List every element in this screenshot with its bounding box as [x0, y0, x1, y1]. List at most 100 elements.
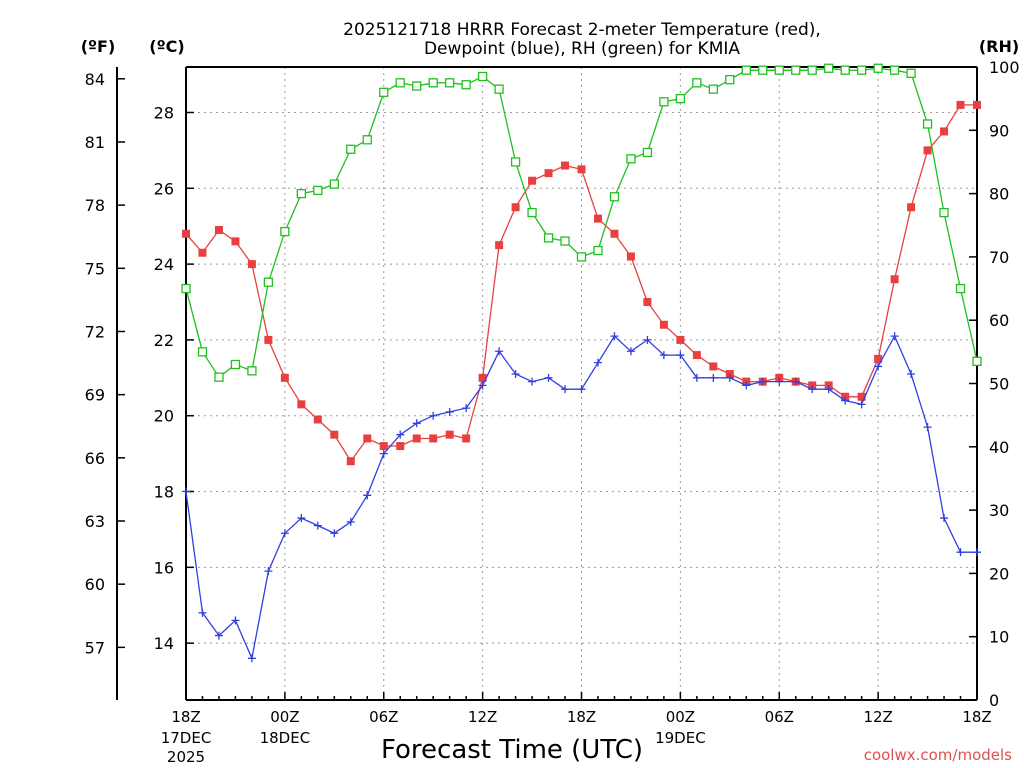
rh-point-41	[856, 65, 867, 75]
rh-point-18	[477, 71, 488, 82]
rh-point-19	[494, 84, 504, 94]
dewpoint-point-25	[593, 358, 602, 367]
temperature-point-16	[445, 430, 454, 439]
rh-point-0	[181, 283, 191, 294]
x-tick-label-3: 12Z	[468, 708, 497, 726]
fahrenheit-tick-label-5: 69	[85, 386, 105, 405]
dewpoint-point-46	[940, 514, 949, 523]
dewpoint-point-14	[412, 419, 421, 428]
rh-point-20	[510, 157, 521, 167]
rh-point-13	[395, 78, 405, 88]
rh-point-6	[280, 226, 290, 237]
x-tick-label-7: 12Z	[863, 708, 892, 726]
temperature-point-41	[857, 392, 866, 401]
temperature-point-31	[692, 351, 701, 360]
dewpoint-point-6	[280, 529, 289, 538]
x-tick-label-6: 06Z	[765, 708, 794, 726]
temperature-point-18	[478, 373, 487, 382]
temperature-point-22	[544, 169, 553, 178]
temperature-point-19	[495, 241, 504, 250]
rh-point-42	[873, 63, 883, 73]
x-tick-label-5: 00Z	[666, 708, 695, 726]
dewpoint-point-27	[626, 347, 635, 356]
dewpoint-line	[185, 334, 977, 661]
rh-point-27	[626, 154, 636, 164]
rh-point-15	[428, 78, 438, 88]
rh-point-1	[197, 347, 208, 357]
temperature-point-11	[363, 434, 372, 443]
credit-text: coolwx.com/models	[864, 746, 1012, 764]
gridlines	[186, 67, 977, 700]
dewpoint-point-4	[247, 654, 256, 663]
rh-point-47	[955, 283, 966, 294]
dewpoint-point-2	[214, 631, 223, 640]
rh-series	[181, 63, 982, 382]
chart-title-line1: 2025121718 HRRR Forecast 2-meter Tempera…	[343, 20, 821, 40]
dewpoint-point-16	[445, 407, 454, 416]
dewpoint-point-15	[429, 411, 438, 420]
rh-point-26	[609, 192, 620, 202]
rh-tick-label-0: 100	[989, 58, 1020, 77]
dewpoint-point-19	[495, 347, 504, 356]
dewpoint-point-11	[363, 491, 372, 500]
temperature-point-7	[297, 400, 306, 409]
dewpoint-point-32	[709, 373, 718, 382]
temperature-point-32	[709, 362, 718, 371]
temperature-point-20	[511, 203, 520, 212]
rh-point-31	[692, 78, 702, 88]
rh-point-14	[412, 81, 422, 91]
rh-tick-label-4: 60	[989, 311, 1009, 330]
rh-tick-label-8: 20	[989, 564, 1009, 583]
dewpoint-point-17	[462, 404, 471, 413]
rh-point-45	[922, 119, 933, 129]
rh-point-10	[346, 144, 356, 154]
dewpoint-point-40	[841, 396, 850, 405]
rh-point-40	[840, 65, 850, 75]
dewpoint-point-38	[808, 385, 817, 394]
rh-point-38	[807, 65, 817, 75]
fahrenheit-unit-label: (ºF)	[81, 37, 116, 56]
temperature-point-4	[247, 260, 256, 269]
celsius-tick-label-3: 22	[154, 331, 174, 350]
temperature-point-46	[940, 127, 949, 136]
dewpoint-point-34	[742, 381, 751, 390]
x-tick-date-1: 18DEC	[260, 729, 311, 747]
dewpoint-point-26	[610, 332, 619, 341]
rh-point-25	[593, 245, 603, 256]
rh-point-4	[247, 366, 257, 376]
rh-tick-label-7: 30	[989, 501, 1009, 520]
celsius-tick-label-4: 20	[154, 407, 174, 426]
dewpoint-point-8	[313, 521, 322, 530]
rh-point-7	[296, 188, 307, 199]
rh-point-28	[642, 147, 653, 158]
temperature-point-26	[610, 229, 619, 238]
dewpoint-point-0	[182, 487, 190, 496]
rh-point-44	[906, 68, 916, 78]
rh-point-36	[774, 65, 784, 75]
dewpoint-point-37	[791, 377, 800, 386]
rh-point-29	[659, 97, 669, 107]
temperature-point-2	[214, 225, 223, 234]
temperature-point-44	[907, 203, 916, 212]
temperature-point-6	[280, 373, 289, 382]
x-axis-title: Forecast Time (UTC)	[381, 735, 643, 765]
temperature-point-13	[396, 442, 405, 451]
dewpoint-point-18	[478, 381, 487, 390]
temperature-point-8	[313, 415, 322, 424]
rh-tick-label-6: 40	[989, 438, 1009, 457]
chart-title-line2: Dewpoint (blue), RH (green) for KMIA	[424, 39, 740, 59]
rh-point-46	[939, 207, 949, 218]
temperature-point-5	[264, 335, 273, 344]
rh-unit-label: (RH)	[979, 37, 1019, 56]
x-tick-year-0: 2025	[167, 748, 205, 766]
temperature-point-27	[626, 252, 635, 261]
rh-point-30	[675, 94, 686, 104]
rh-point-12	[379, 87, 389, 97]
celsius-tick-label-5: 18	[154, 483, 174, 502]
x-tick-date-0: 17DEC	[161, 729, 212, 747]
temperature-point-12	[379, 442, 388, 451]
rh-point-8	[313, 185, 323, 196]
temperature-point-30	[676, 335, 685, 344]
dewpoint-point-44	[907, 370, 916, 379]
